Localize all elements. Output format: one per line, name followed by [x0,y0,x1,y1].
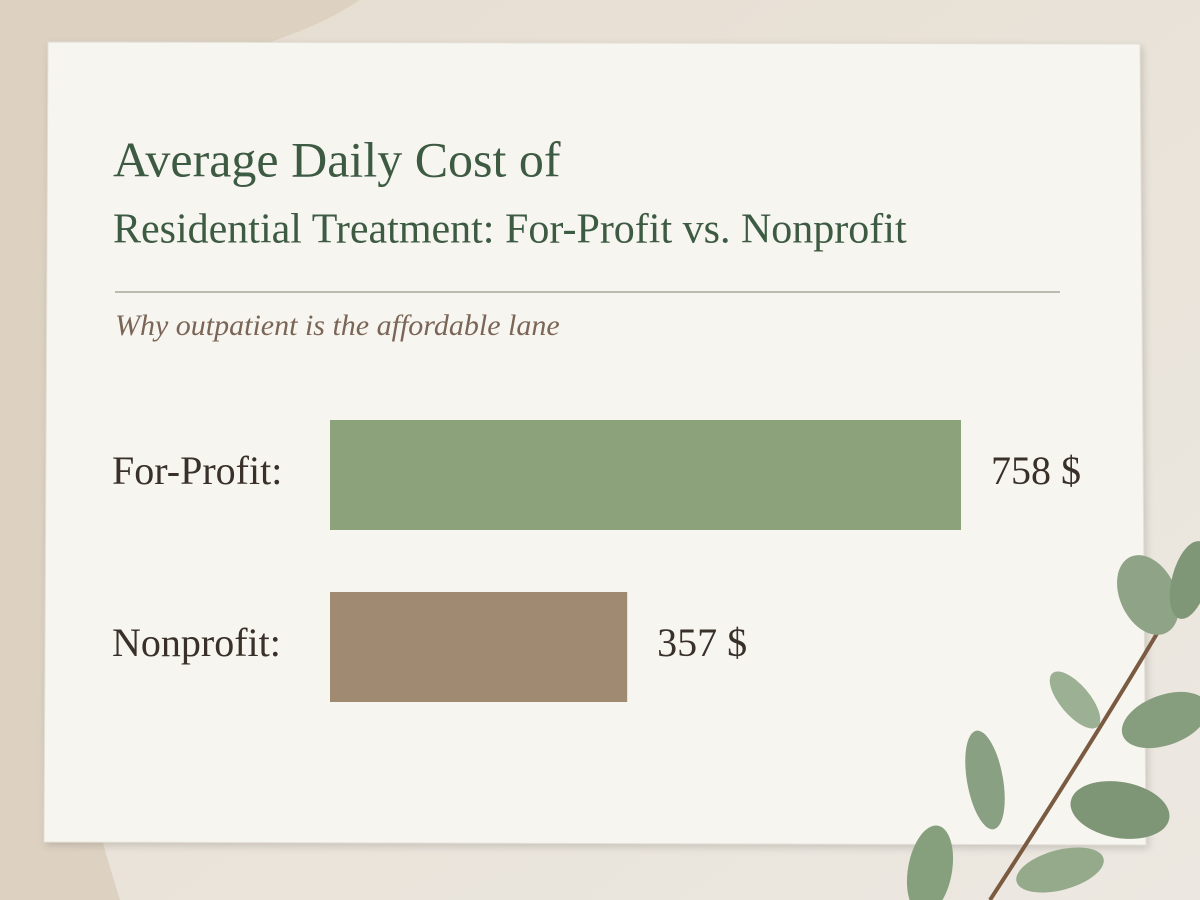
chart-title-line: Average Daily Cost of [113,131,561,187]
bar [330,420,961,530]
eucalyptus [906,541,1200,900]
subtitle: Why outpatient is the affordable lane [115,309,560,342]
bar [330,592,628,702]
category-label: Nonprofit: [112,620,281,665]
chart-title-line: Residential Treatment: For-Profit vs. No… [113,207,907,253]
category-label: For-Profit: [112,448,282,493]
value-label: 758 $ [991,448,1081,493]
value-label: 357 $ [657,620,747,665]
